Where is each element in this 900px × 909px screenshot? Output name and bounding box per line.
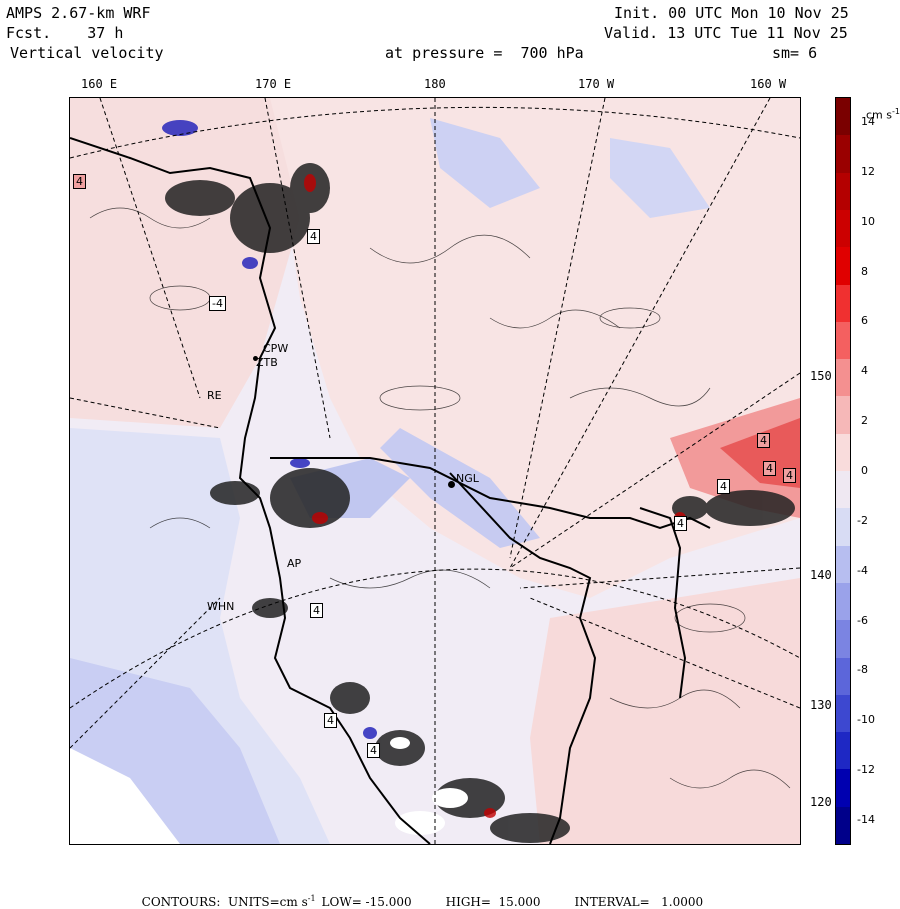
contour-mark: 4 bbox=[757, 433, 770, 448]
colorbar-swatch bbox=[836, 396, 850, 435]
colorbar-tick-label: 14 bbox=[861, 114, 875, 128]
contour-mark: 4 bbox=[783, 468, 796, 483]
station-ztb[interactable]: ZTB bbox=[256, 356, 278, 369]
colorbar-swatch bbox=[836, 172, 850, 211]
colorbar-swatch bbox=[836, 433, 850, 472]
colorbar-swatch bbox=[836, 582, 850, 621]
lon-label-170w: 170 W bbox=[578, 77, 615, 91]
valid-time: Valid. 13 UTC Tue 11 Nov 25 bbox=[604, 24, 848, 42]
colorbar-swatch bbox=[836, 545, 850, 584]
lon-label-170e: 170 E bbox=[255, 77, 292, 91]
colorbar-units: cm s-1 bbox=[859, 94, 900, 122]
colorbar-swatch bbox=[836, 806, 850, 845]
colorbar-tick-label: -8 bbox=[857, 663, 868, 677]
station-cpw[interactable]: CPW bbox=[263, 342, 289, 355]
colorbar-tick-label: -12 bbox=[857, 763, 875, 777]
init-time: Init. 00 UTC Mon 10 Nov 25 bbox=[614, 4, 849, 22]
map-panel[interactable]: CPW ZTB RE NGL AP WHN 4 4 -4 4 4 4 4 4 4… bbox=[69, 97, 801, 845]
colorbar-tick-label: 6 bbox=[861, 314, 868, 328]
vertical-velocity-field bbox=[70, 98, 800, 844]
colorbar-swatch bbox=[836, 769, 850, 808]
station-dot-cpw bbox=[253, 356, 258, 361]
colorbar-tick-label: -2 bbox=[857, 513, 868, 527]
lon-label-180: 180 bbox=[424, 77, 446, 91]
contour-mark: 4 bbox=[310, 603, 323, 618]
colorbar-tick-label: -4 bbox=[857, 563, 868, 577]
field-name: Vertical velocity bbox=[10, 44, 164, 62]
colorbar-swatch bbox=[836, 284, 850, 323]
station-re[interactable]: RE bbox=[207, 389, 222, 402]
colorbar-swatch bbox=[836, 135, 850, 174]
colorbar-tick-label: -10 bbox=[857, 713, 875, 727]
contour-info: CONTOURS: UNITS=cm s-1 LOW= -15.000 HIGH= … bbox=[134, 880, 704, 909]
colorbar-tick-label: 12 bbox=[861, 164, 875, 178]
colorbar-swatch bbox=[836, 732, 850, 770]
colorbar-swatch bbox=[836, 471, 850, 509]
station-ngl[interactable]: NGL bbox=[456, 472, 479, 485]
colorbar-tick-label: 0 bbox=[861, 464, 868, 477]
contour-low: LOW= -15.000 bbox=[321, 895, 412, 909]
colorbar-swatch bbox=[836, 508, 850, 547]
colorbar-tick-label: 4 bbox=[861, 364, 868, 378]
contour-high: HIGH= 15.000 bbox=[445, 895, 541, 909]
colorbar-tick-label: 2 bbox=[861, 414, 868, 428]
colorbar-tick-label: -14 bbox=[857, 813, 875, 827]
contour-units-exp: -1 bbox=[307, 894, 316, 903]
colorbar-units-text: cm s bbox=[866, 108, 892, 122]
colorbar-swatch bbox=[836, 359, 850, 397]
colorbar-swatch bbox=[836, 620, 850, 658]
smoothing: sm= 6 bbox=[772, 44, 818, 62]
lon-label-160e: 160 E bbox=[81, 77, 118, 91]
forecast-hour: Fcst. 37 h bbox=[6, 24, 124, 42]
colorbar-units-exp: -1 bbox=[892, 107, 900, 116]
contour-mark: 4 bbox=[674, 516, 687, 531]
contour-interval: INTERVAL= 1.0000 bbox=[574, 895, 704, 909]
contour-mark: 4 bbox=[73, 174, 86, 189]
contour-mark: 4 bbox=[324, 713, 337, 728]
contour-mark: 4 bbox=[763, 461, 776, 476]
pressure-level: at pressure = 700 hPa bbox=[385, 44, 584, 62]
colorbar bbox=[835, 97, 851, 845]
station-dot-ngl bbox=[448, 481, 455, 488]
contour-mark: -4 bbox=[209, 296, 226, 311]
contour-mark: 4 bbox=[367, 743, 380, 758]
model-title: AMPS 2.67-km WRF bbox=[6, 4, 151, 22]
colorbar-swatch bbox=[836, 321, 850, 360]
colorbar-swatch bbox=[836, 209, 850, 248]
colorbar-swatch bbox=[836, 247, 850, 285]
lon-label-160w: 160 W bbox=[750, 77, 787, 91]
colorbar-swatch bbox=[836, 657, 850, 696]
station-ap[interactable]: AP bbox=[287, 557, 302, 570]
contour-mark: 4 bbox=[717, 479, 730, 494]
colorbar-tick-label: -6 bbox=[857, 613, 868, 627]
colorbar-swatch bbox=[836, 694, 850, 733]
contour-mark: 4 bbox=[307, 229, 320, 244]
colorbar-tick-label: 10 bbox=[861, 214, 875, 228]
station-whn[interactable]: WHN bbox=[207, 600, 235, 613]
colorbar-swatch bbox=[836, 98, 850, 136]
colorbar-tick-label: 8 bbox=[861, 264, 868, 278]
contour-units: CONTOURS: UNITS=cm s bbox=[141, 895, 308, 909]
